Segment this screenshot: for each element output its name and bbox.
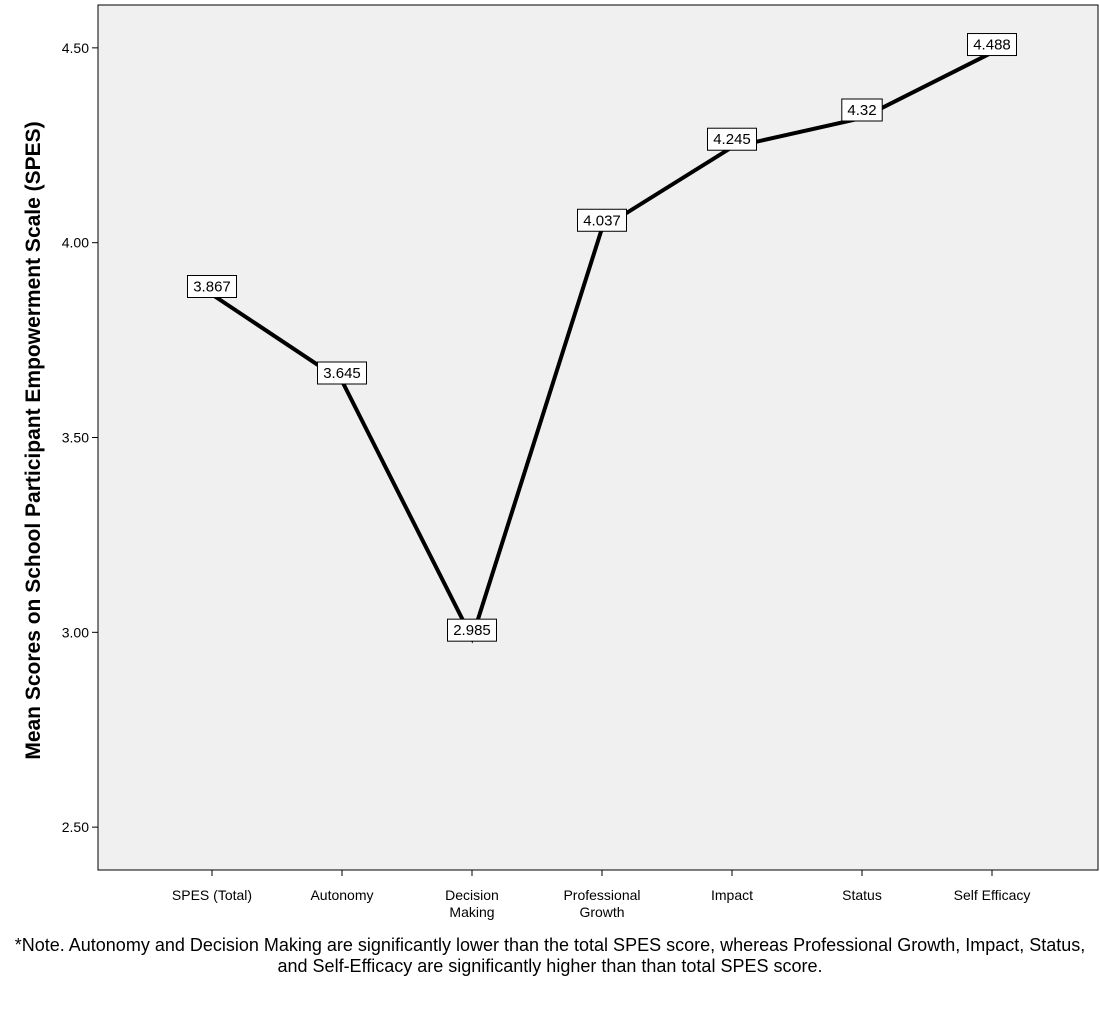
data-label-box — [317, 361, 367, 385]
y-tick-label: 3.00 — [62, 624, 89, 640]
chart: 2.50 3.00 3.50 4.00 4.50 SPES (Total) Autonomy… — [22, 4, 1099, 920]
data-label: 4.037 — [583, 212, 621, 229]
footnote-text: *Note. Autonomy and Decision Making are … — [14, 935, 1086, 976]
x-tick-label: Self Efficacy — [954, 887, 1031, 903]
data-label: 4.488 — [973, 37, 1011, 54]
x-tick-label: Impact — [711, 887, 753, 903]
data-label: 3.645 — [323, 365, 361, 382]
data-label-box — [707, 127, 757, 151]
chart-footnote: *Note. Autonomy and Decision Making are … — [0, 935, 1100, 977]
data-label-box — [577, 208, 627, 232]
y-axis-title: Mean Scores on School Participant Empowe… — [22, 121, 45, 759]
data-label: 4.32 — [847, 102, 876, 119]
line-chart-svg: 2.50 3.00 3.50 4.00 4.50 SPES (Total) Autonomy… — [22, 4, 1099, 920]
y-tick-label: 3.50 — [62, 430, 89, 446]
data-label-box — [447, 618, 497, 642]
y-tick-label: 2.50 — [62, 819, 89, 835]
y-tick-label: 4.00 — [62, 235, 89, 251]
x-tick-label: Status — [842, 887, 882, 903]
data-label: 4.245 — [713, 131, 751, 148]
data-label-box — [967, 33, 1017, 57]
x-tick-label: Decision Making — [445, 887, 499, 920]
data-label: 2.985 — [453, 622, 491, 639]
x-tick-label: Professional Growth — [563, 887, 640, 920]
plot-area — [97, 4, 1099, 871]
x-tick-label: Autonomy — [310, 887, 373, 903]
data-label: 3.867 — [193, 279, 231, 296]
data-label-box — [187, 275, 237, 299]
x-tick-label: SPES (Total) — [172, 887, 252, 903]
data-label-box — [841, 98, 883, 122]
y-tick-label: 4.50 — [62, 40, 89, 56]
